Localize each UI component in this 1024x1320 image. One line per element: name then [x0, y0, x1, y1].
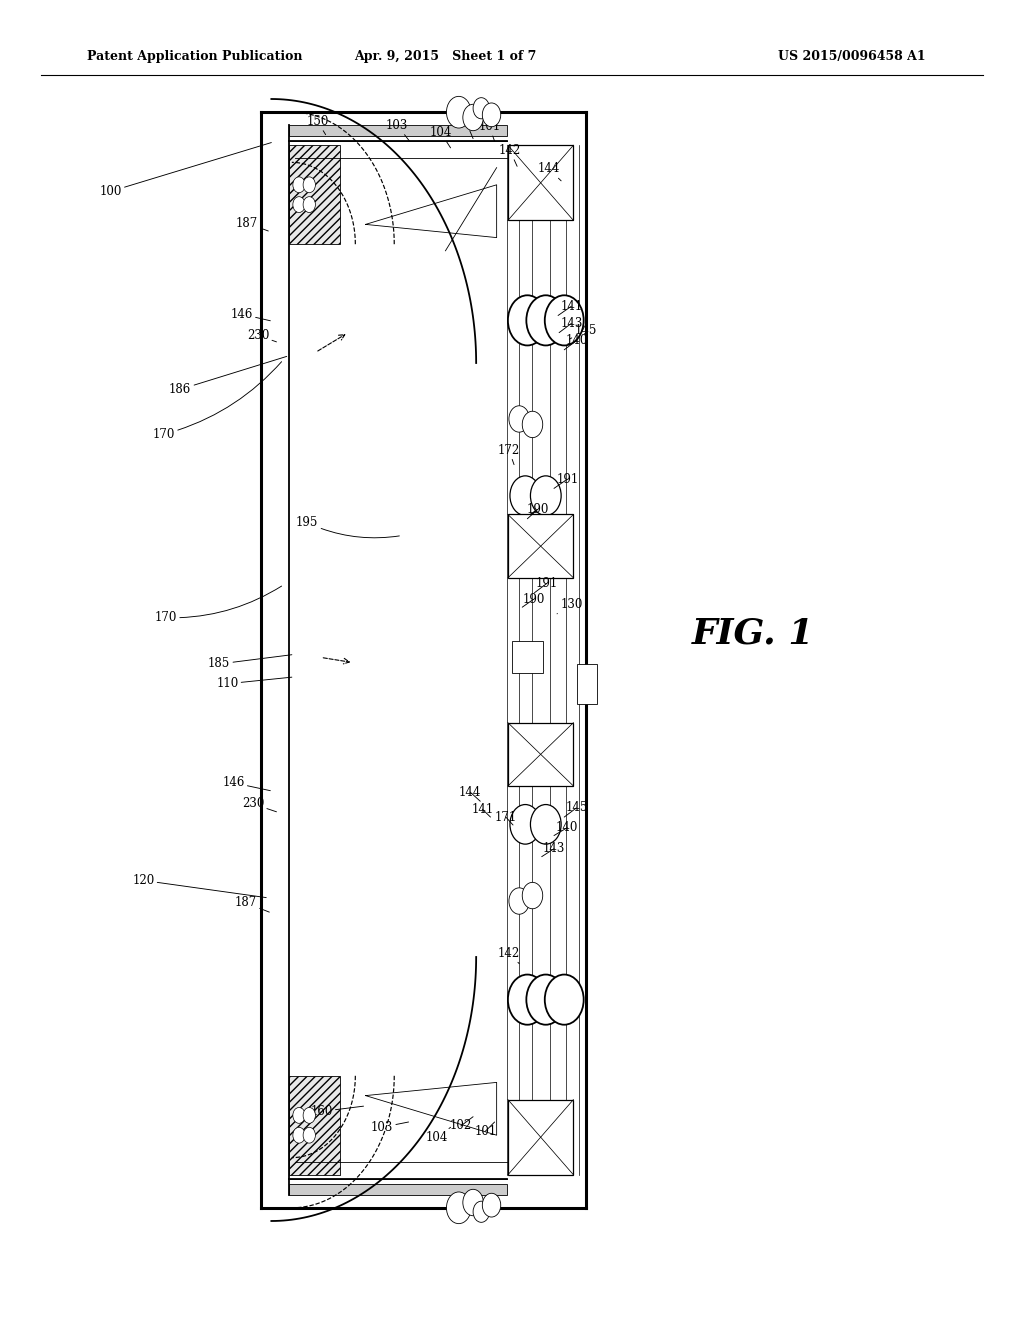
Text: 140: 140: [564, 334, 588, 350]
Circle shape: [526, 974, 565, 1024]
Circle shape: [509, 888, 529, 915]
Bar: [508, 1100, 573, 1175]
Text: 110: 110: [216, 677, 292, 690]
Text: 141: 141: [558, 300, 583, 315]
Text: 160: 160: [310, 1105, 364, 1118]
Bar: [508, 515, 573, 578]
Text: Apr. 9, 2015   Sheet 1 of 7: Apr. 9, 2015 Sheet 1 of 7: [354, 50, 537, 63]
Circle shape: [526, 296, 565, 346]
Text: 191: 191: [554, 473, 579, 488]
Text: US 2015/0096458 A1: US 2015/0096458 A1: [778, 50, 926, 63]
Circle shape: [293, 1127, 305, 1143]
Circle shape: [446, 96, 471, 128]
Text: 171: 171: [495, 810, 517, 825]
Bar: [289, 1076, 340, 1175]
Circle shape: [303, 1107, 315, 1123]
Text: 186: 186: [169, 356, 287, 396]
Text: 103: 103: [386, 119, 410, 141]
Bar: [508, 145, 573, 220]
Text: FIG. 1: FIG. 1: [691, 616, 814, 651]
Text: 130: 130: [557, 598, 583, 614]
Circle shape: [303, 1127, 315, 1143]
Text: 187: 187: [234, 896, 269, 912]
Text: 185: 185: [208, 655, 292, 671]
Text: 145: 145: [564, 801, 588, 817]
Text: 170: 170: [155, 586, 282, 624]
Text: 144: 144: [459, 785, 481, 801]
Circle shape: [510, 804, 541, 845]
Circle shape: [473, 98, 489, 119]
Text: 142: 142: [498, 946, 520, 964]
Text: 190: 190: [526, 503, 549, 519]
Bar: [508, 722, 573, 785]
Circle shape: [530, 804, 561, 845]
Circle shape: [522, 882, 543, 908]
Circle shape: [473, 1201, 489, 1222]
Circle shape: [510, 477, 541, 515]
Text: 102: 102: [450, 1117, 473, 1133]
Text: 146: 146: [222, 776, 270, 791]
Text: 191: 191: [535, 577, 558, 593]
Bar: [577, 664, 597, 704]
Bar: [289, 125, 507, 136]
Text: 140: 140: [554, 821, 579, 836]
Text: 172: 172: [498, 444, 520, 465]
Text: 187: 187: [236, 216, 268, 231]
Text: 103: 103: [371, 1121, 409, 1134]
Circle shape: [482, 1193, 501, 1217]
Text: 145: 145: [569, 323, 597, 339]
Text: 230: 230: [247, 329, 276, 342]
Circle shape: [293, 1107, 305, 1123]
Circle shape: [446, 1192, 471, 1224]
Circle shape: [463, 104, 483, 131]
Text: 100: 100: [99, 143, 271, 198]
Circle shape: [545, 974, 584, 1024]
Text: Patent Application Publication: Patent Application Publication: [87, 50, 302, 63]
Circle shape: [508, 974, 547, 1024]
Text: 101: 101: [474, 1122, 497, 1138]
Circle shape: [303, 177, 315, 193]
Text: 143: 143: [559, 317, 583, 333]
Circle shape: [508, 296, 547, 346]
Text: 142: 142: [499, 144, 521, 166]
Circle shape: [545, 296, 584, 346]
Text: 150: 150: [306, 115, 329, 135]
Text: 141: 141: [471, 803, 494, 817]
Circle shape: [509, 405, 529, 432]
Text: 104: 104: [426, 1127, 451, 1144]
Circle shape: [463, 1189, 483, 1216]
Text: 146: 146: [230, 308, 270, 321]
Text: 195: 195: [296, 516, 399, 537]
Text: 143: 143: [542, 842, 565, 857]
Text: 190: 190: [522, 593, 545, 607]
Text: 120: 120: [132, 874, 266, 898]
Circle shape: [522, 412, 543, 438]
Text: 101: 101: [478, 120, 501, 141]
Circle shape: [293, 197, 305, 213]
Text: 170: 170: [153, 362, 282, 441]
Circle shape: [303, 197, 315, 213]
Circle shape: [293, 177, 305, 193]
Bar: [289, 1184, 507, 1195]
Circle shape: [530, 477, 561, 515]
Bar: [512, 642, 543, 673]
Text: 144: 144: [538, 162, 561, 181]
Text: 104: 104: [429, 125, 452, 148]
Circle shape: [482, 103, 501, 127]
Text: 102: 102: [455, 115, 477, 139]
Text: 230: 230: [242, 797, 276, 812]
Bar: [289, 145, 340, 244]
